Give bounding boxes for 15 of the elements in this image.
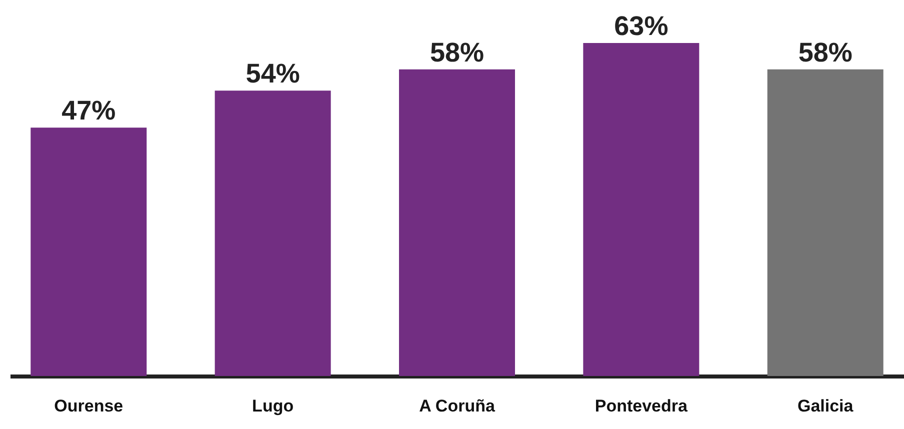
data-label: 47% [62,96,116,126]
x-tick-label: Ourense [54,396,124,416]
data-label: 58% [430,37,484,68]
bar [214,90,331,376]
x-tick-label: A Coruña [419,396,496,416]
data-label: 63% [614,11,668,41]
bar [767,69,884,376]
bar [30,128,147,376]
bar [583,43,700,376]
x-tick-label: Lugo [252,396,294,416]
x-tick-label: Pontevedra [594,396,688,416]
x-tick-label: Galicia [797,396,854,416]
data-label: 54% [246,58,300,89]
bar [399,69,515,376]
data-label: 58% [798,37,852,68]
